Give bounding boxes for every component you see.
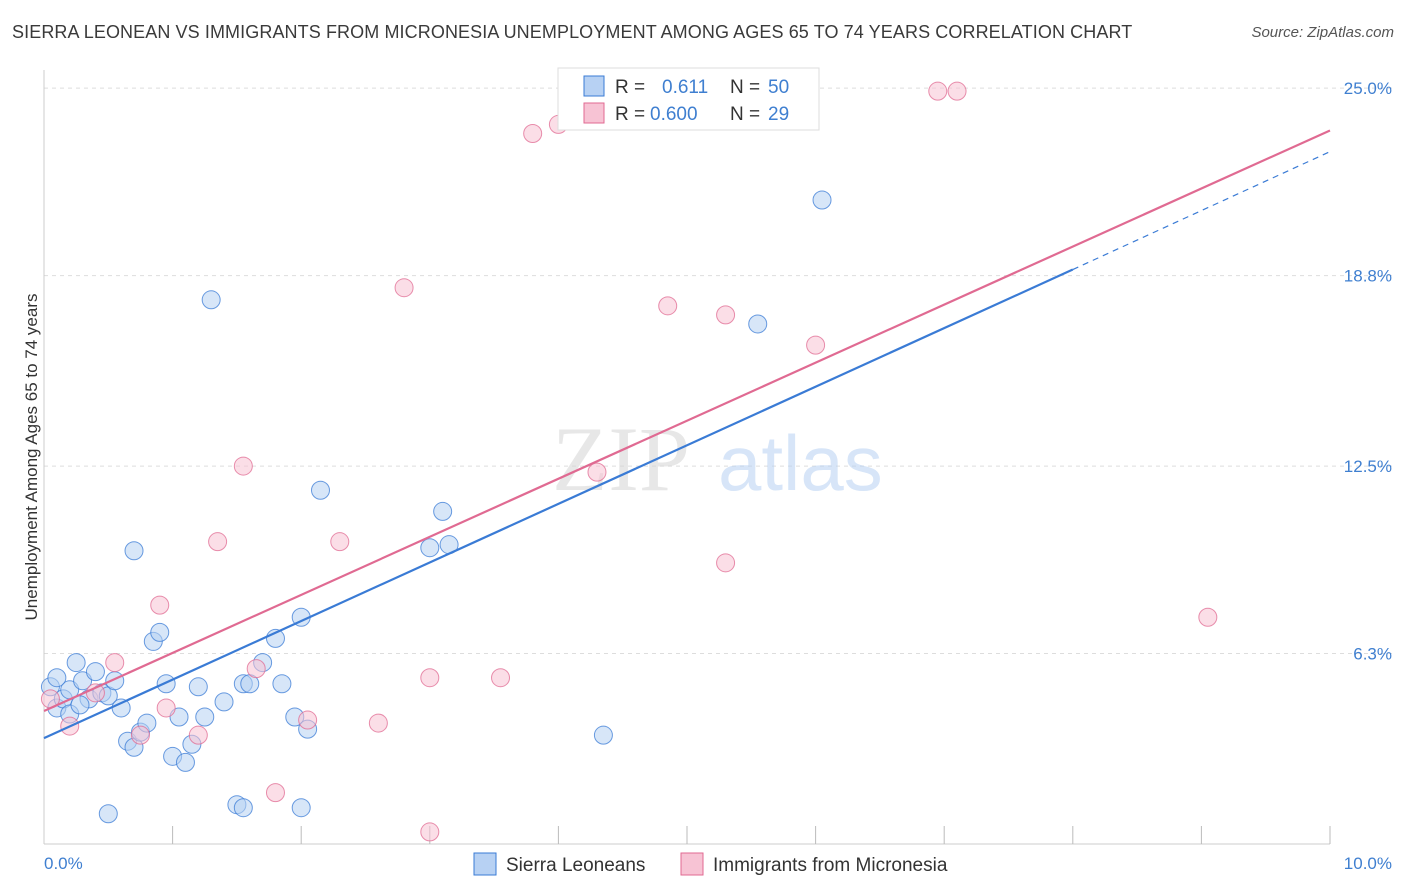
- sierra-leonean-point-44: [748, 314, 768, 334]
- micronesia-point-8: [208, 532, 228, 552]
- sierra-leonean-point-47: [291, 798, 311, 818]
- sierra-leonean-point-33: [272, 674, 292, 694]
- micronesia-point-24: [716, 305, 736, 325]
- micronesia-point-21: [587, 462, 607, 482]
- micronesia-point-23: [716, 553, 736, 573]
- y-tick-label-3: 25.0%: [1344, 79, 1392, 98]
- micronesia-point-10: [246, 659, 266, 679]
- series-legend: Sierra Leoneans Immigrants from Micrones…: [473, 852, 948, 876]
- micronesia-point-11: [265, 783, 285, 803]
- micronesia-point-13: [330, 532, 350, 552]
- sierra-leonean-trendline-extension: [1072, 151, 1331, 271]
- legend-n-label-1: N =: [730, 77, 760, 98]
- sierra-leonean-point-49: [70, 695, 90, 715]
- watermark: ZIP atlas: [552, 408, 883, 510]
- micronesia-point-22: [658, 296, 678, 316]
- y-axis-label: Unemployment Among Ages 65 to 74 years: [22, 294, 41, 621]
- sierra-leonean-point-43: [593, 725, 613, 745]
- source-credit: Source: ZipAtlas.com: [1251, 24, 1394, 41]
- sierra-leonean-point-4: [66, 653, 86, 673]
- legend-swatch-blue: [583, 75, 605, 97]
- sierra-leonean-point-37: [124, 541, 144, 561]
- micronesia-point-17: [420, 822, 440, 842]
- micronesia-point-7: [188, 725, 208, 745]
- series-swatch-micronesia: [680, 852, 704, 876]
- sierra-leonean-point-40: [420, 538, 440, 558]
- micronesia-point-18: [491, 668, 511, 688]
- legend-n-value-2: 29: [768, 104, 789, 125]
- y-tick-labels: 6.3% 12.5% 18.8% 25.0%: [1344, 79, 1392, 663]
- trend-lines: [43, 129, 1331, 740]
- watermark-zip: ZIP: [552, 408, 690, 510]
- sierra-leonean-point-25: [195, 707, 215, 727]
- y-tick-label-0: 6.3%: [1353, 645, 1392, 664]
- sierra-leonean-point-18: [150, 622, 170, 642]
- micronesia-point-14: [368, 713, 388, 733]
- sierra-leonean-point-22: [175, 752, 195, 772]
- legend-r-value-2: 0.600: [650, 104, 698, 125]
- y-tick-label-2: 18.8%: [1344, 267, 1392, 286]
- x-tick-min: 0.0%: [44, 854, 83, 873]
- micronesia-point-15: [394, 278, 414, 298]
- y-tick-label-1: 12.5%: [1344, 457, 1392, 476]
- micronesia-point-4: [130, 725, 150, 745]
- sierra-leonean-point-5: [47, 668, 67, 688]
- series-label-sierra-leoneans: Sierra Leoneans: [506, 855, 645, 876]
- chart-title: SIERRA LEONEAN VS IMMIGRANTS FROM MICRON…: [12, 22, 1133, 42]
- sierra-leonean-point-24: [188, 677, 208, 697]
- micronesia-point-6: [156, 698, 176, 718]
- sierra-leonean-point-19: [156, 674, 176, 694]
- series-label-micronesia: Immigrants from Micronesia: [713, 855, 948, 876]
- sierra-leonean-point-39: [310, 480, 330, 500]
- micronesia-point-28: [1198, 607, 1218, 627]
- micronesia-point-2: [85, 683, 105, 703]
- micronesia-point-5: [150, 595, 170, 615]
- data-points: [40, 81, 1218, 842]
- sierra-leonean-point-26: [214, 692, 234, 712]
- micronesia-point-3: [105, 653, 125, 673]
- legend-r-label-2: R =: [615, 104, 645, 125]
- gridlines: [44, 87, 1392, 655]
- sierra-leonean-point-8: [85, 662, 105, 682]
- micronesia-point-12: [298, 710, 318, 730]
- sierra-leonean-point-30: [233, 798, 253, 818]
- micronesia-point-25: [806, 335, 826, 355]
- legend-n-label-2: N =: [730, 104, 760, 125]
- legend-r-value-1: 0.611: [662, 77, 708, 98]
- series-swatch-sierra-leoneans: [473, 852, 497, 876]
- legend-n-value-1: 50: [768, 77, 789, 98]
- micronesia-point-27: [947, 81, 967, 101]
- watermark-atlas: atlas: [718, 419, 883, 507]
- legend-swatch-pink: [583, 102, 605, 124]
- sierra-leonean-point-46: [98, 804, 118, 824]
- micronesia-trendline: [43, 129, 1331, 712]
- x-tick-max: 10.0%: [1344, 854, 1392, 873]
- x-ticks: [172, 826, 1331, 844]
- micronesia-point-9: [233, 456, 253, 476]
- sierra-leonean-point-12: [111, 698, 131, 718]
- sierra-leonean-point-45: [812, 190, 832, 210]
- sierra-leonean-point-21: [169, 707, 189, 727]
- sierra-leonean-point-6: [73, 671, 93, 691]
- sierra-leonean-point-38: [201, 290, 221, 310]
- legend-r-label-1: R =: [615, 77, 645, 98]
- micronesia-point-16: [420, 668, 440, 688]
- micronesia-point-19: [523, 123, 543, 143]
- stats-legend: R = 0.611 N = 50 R = 0.600 N = 29: [557, 67, 820, 131]
- sierra-leonean-trendline: [43, 268, 1074, 740]
- sierra-leonean-point-41: [433, 501, 453, 521]
- micronesia-point-26: [928, 81, 948, 101]
